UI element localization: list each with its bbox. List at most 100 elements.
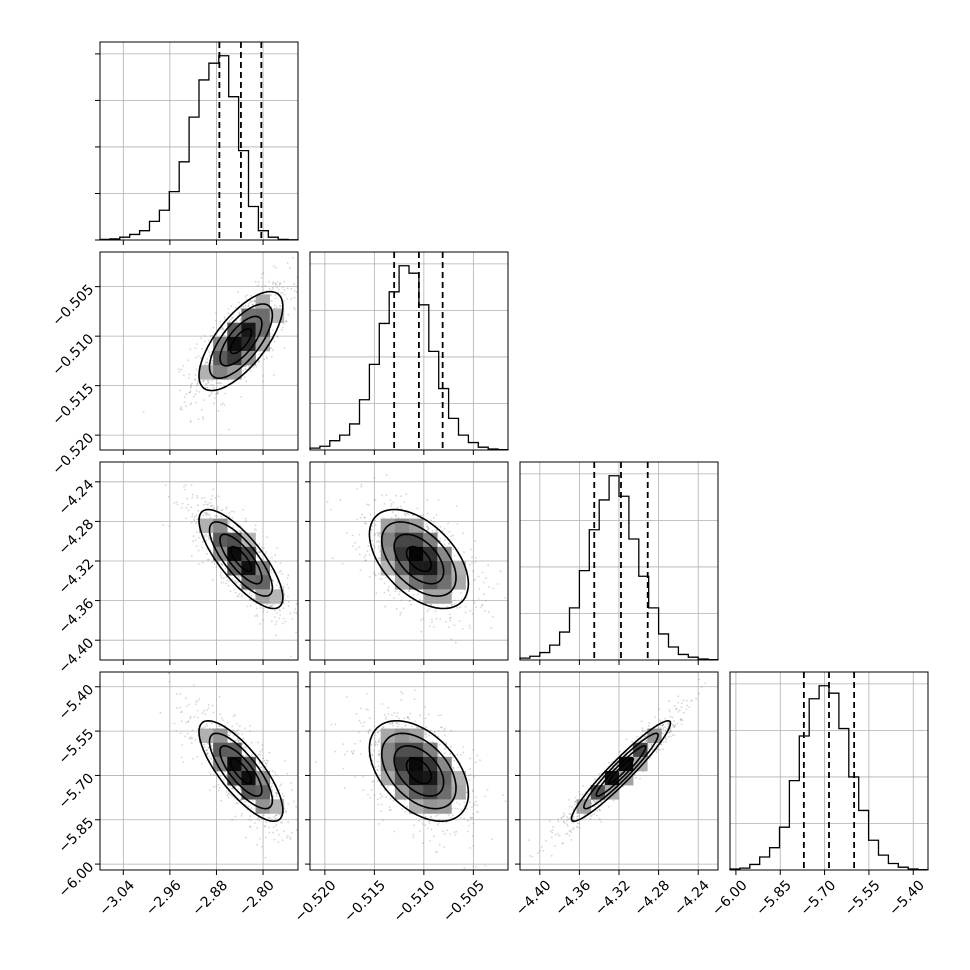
panel-3-0-scatter-point (263, 814, 265, 817)
panel-3-0-scatter-point (182, 761, 185, 763)
panel-2-1-scatter-point (496, 583, 499, 585)
panel-2-0-scatter-point (271, 579, 274, 582)
panel-3-1-scatter-point (367, 709, 369, 711)
panel-3-0-scatter-point (175, 730, 178, 732)
panel-1-0-scatter-point (204, 386, 207, 389)
panel-1-0-scatter-point (281, 328, 283, 331)
panel-1-0-scatter-point (214, 397, 217, 399)
panel-2-1-scatter-point (431, 621, 433, 624)
panel-3-1-scatter-point (437, 823, 439, 826)
panel-3-0-scatter-point (210, 745, 213, 747)
panel-1-0-scatter-point (245, 294, 248, 297)
panel-2-1-scatter-point (355, 548, 357, 550)
panel-1-0-scatter-point (244, 365, 247, 368)
panel-3-0-scatter-point (184, 735, 186, 738)
panel-3-0-scatter-point (281, 792, 284, 795)
panel-3-1-scatter-point (408, 718, 411, 720)
panel-3-1-scatter-point (379, 792, 382, 795)
panel-3-1-scatter-point (453, 831, 456, 834)
panel-3-0-scatter-point (205, 749, 208, 752)
panel-1-0-scatter-point (215, 319, 217, 322)
data-layer (99, 42, 929, 871)
panel-3-0-scatter-point (191, 729, 194, 732)
panel-2-0-scatter-point (262, 558, 264, 561)
panel-1-0-scatter-point (210, 392, 213, 395)
panel-3-0-scatter-point (231, 787, 234, 790)
panel-3-0-scatter-point (276, 774, 279, 777)
panel-3-0-scatter-point (239, 725, 241, 728)
panel-3-0-scatter-point (235, 802, 238, 805)
panel-1-0-scatter-point (275, 266, 277, 269)
panel-3-0-scatter-point (258, 819, 261, 822)
panel-3-1-scatter-point (391, 722, 394, 724)
panel-1-0-scatter-point (276, 336, 279, 338)
panel-3-0-scatter-point (239, 799, 242, 801)
panel-2-1-scatter-point (454, 641, 457, 644)
panel-2-1-scatter-point (395, 514, 397, 517)
panel-2-0-scatter-point (237, 575, 240, 578)
panel-1-0-scatter-point (215, 392, 218, 395)
panel-1-0-scatter-point (270, 300, 273, 302)
panel-3-1-scatter-point (435, 815, 437, 817)
panel-3-1-scatter-point (342, 743, 345, 745)
panel-2-1-scatter-point (383, 591, 386, 594)
panel-3-1-scatter-point (378, 740, 381, 743)
panel-1-0-scatter-point (206, 386, 209, 389)
panel-2-1-scatter-point (420, 630, 423, 633)
panel-3-2-scatter-point (576, 817, 579, 820)
panel-3-0-scatter-point (192, 684, 195, 686)
panel-3-1-scatter-point (460, 754, 462, 756)
panel-2-0-scatter-point (259, 623, 261, 625)
panel-2-1-scatter-point (364, 554, 367, 557)
panel-2-0-scatter-point (206, 552, 209, 555)
panel-2-0-scatter-point (254, 524, 257, 527)
panel-3-1-scatter-point (366, 693, 368, 695)
panel-3-1-scatter-point (377, 753, 380, 755)
panel-3-0-scatter-point (198, 698, 201, 700)
panel-3-1-scatter-point (377, 730, 380, 733)
panel-1-0 (142, 256, 298, 431)
panel-2-1-scatter-point (370, 528, 373, 531)
panel-3-2-scatter-point (590, 815, 593, 818)
panel-2-1-density-bin (380, 532, 396, 548)
panel-3-2-scatter-point (566, 832, 569, 835)
panel-3-1-scatter-point (476, 754, 478, 757)
panel-2-0-scatter-point (216, 515, 219, 518)
panel-1-0-scatter-point (190, 385, 192, 388)
panel-3-1-scatter-point (471, 790, 474, 793)
panel-3-0-scatter-point (286, 834, 289, 837)
panel-1-0-scatter-point (254, 280, 257, 283)
panel-2-1-scatter-point (458, 606, 461, 609)
panel-2-0-scatter-point (279, 609, 281, 612)
panel-3-0-scatter-point (244, 754, 247, 757)
panel-2-1-scatter-point (358, 553, 361, 556)
panel-3-0-scatter-point (173, 722, 176, 725)
panel-2-1-scatter-point (431, 530, 434, 532)
panel-2-0-scatter-point (258, 550, 261, 553)
panel-1-0-scatter-point (208, 351, 211, 353)
panel-2-0-scatter-point (167, 496, 170, 498)
panel-2-1-scatter-point (331, 557, 334, 559)
panel-1-0-scatter-point (193, 395, 195, 398)
panel-1-0-scatter-point (283, 323, 285, 325)
panel-1-0-scatter-point (189, 403, 192, 406)
panel-3-0-scatter-point (185, 705, 188, 708)
panel-3-1-scatter-point (451, 756, 454, 759)
panel-3-2-scatter-point (576, 822, 579, 825)
panel-2-1-contour-2 (380, 521, 457, 597)
panel-3-1-scatter-point (398, 717, 400, 720)
panel-3-0-scatter-point (191, 737, 194, 740)
panel-1-0-scatter-point (261, 273, 264, 276)
panel-3-1-scatter-point (403, 717, 406, 720)
panel-3-1-density-bin (423, 799, 438, 814)
panel-2-1-scatter-point (447, 542, 450, 545)
panel-1-0-scatter-point (283, 293, 286, 296)
panel-2-0-scatter-point (255, 613, 258, 616)
panel-3-1-scatter-point (401, 692, 404, 695)
panel-1-0-scatter-point (249, 299, 252, 302)
panel-1-0-scatter-point (294, 308, 296, 311)
panel-2-0-scatter-point (253, 528, 256, 531)
panel-1-0-scatter-point (216, 382, 219, 385)
panel-2-0-scatter-point (210, 505, 212, 507)
panel-3-2-scatter-point (585, 795, 588, 798)
